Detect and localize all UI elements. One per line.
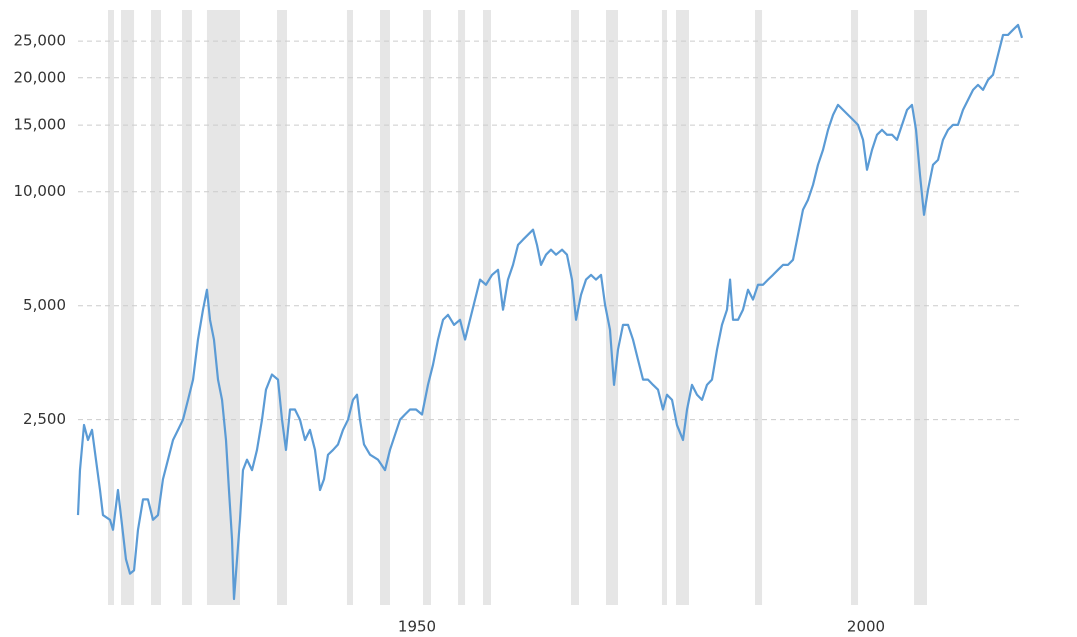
x-tick-label: 1950 — [398, 618, 436, 636]
x-tick-label: 2000 — [847, 618, 885, 636]
y-tick-label: 5,000 — [23, 296, 66, 314]
shaded-period — [914, 10, 927, 605]
shaded-period — [483, 10, 491, 605]
shaded-period — [661, 10, 668, 605]
data-line — [76, 23, 1024, 601]
shaded-period — [121, 10, 135, 605]
y-tick-label: 25,000 — [14, 32, 67, 50]
shaded-period — [277, 10, 287, 605]
shaded-period — [458, 10, 466, 605]
shaded-period — [346, 10, 353, 605]
y-tick-label: 2,500 — [23, 410, 66, 428]
y-tick-label: 20,000 — [14, 68, 67, 86]
shaded-period — [380, 10, 390, 605]
shaded-period — [423, 10, 432, 605]
shaded-period — [107, 10, 115, 605]
shaded-period — [181, 10, 192, 605]
shaded-period — [151, 10, 161, 605]
shaded-period — [851, 10, 859, 605]
shaded-period — [606, 10, 618, 605]
shaded-period — [755, 10, 763, 605]
shaded-period — [206, 10, 241, 605]
y-tick-label: 10,000 — [14, 182, 67, 200]
shaded-period — [675, 10, 690, 605]
y-tick-label: 15,000 — [14, 116, 67, 134]
